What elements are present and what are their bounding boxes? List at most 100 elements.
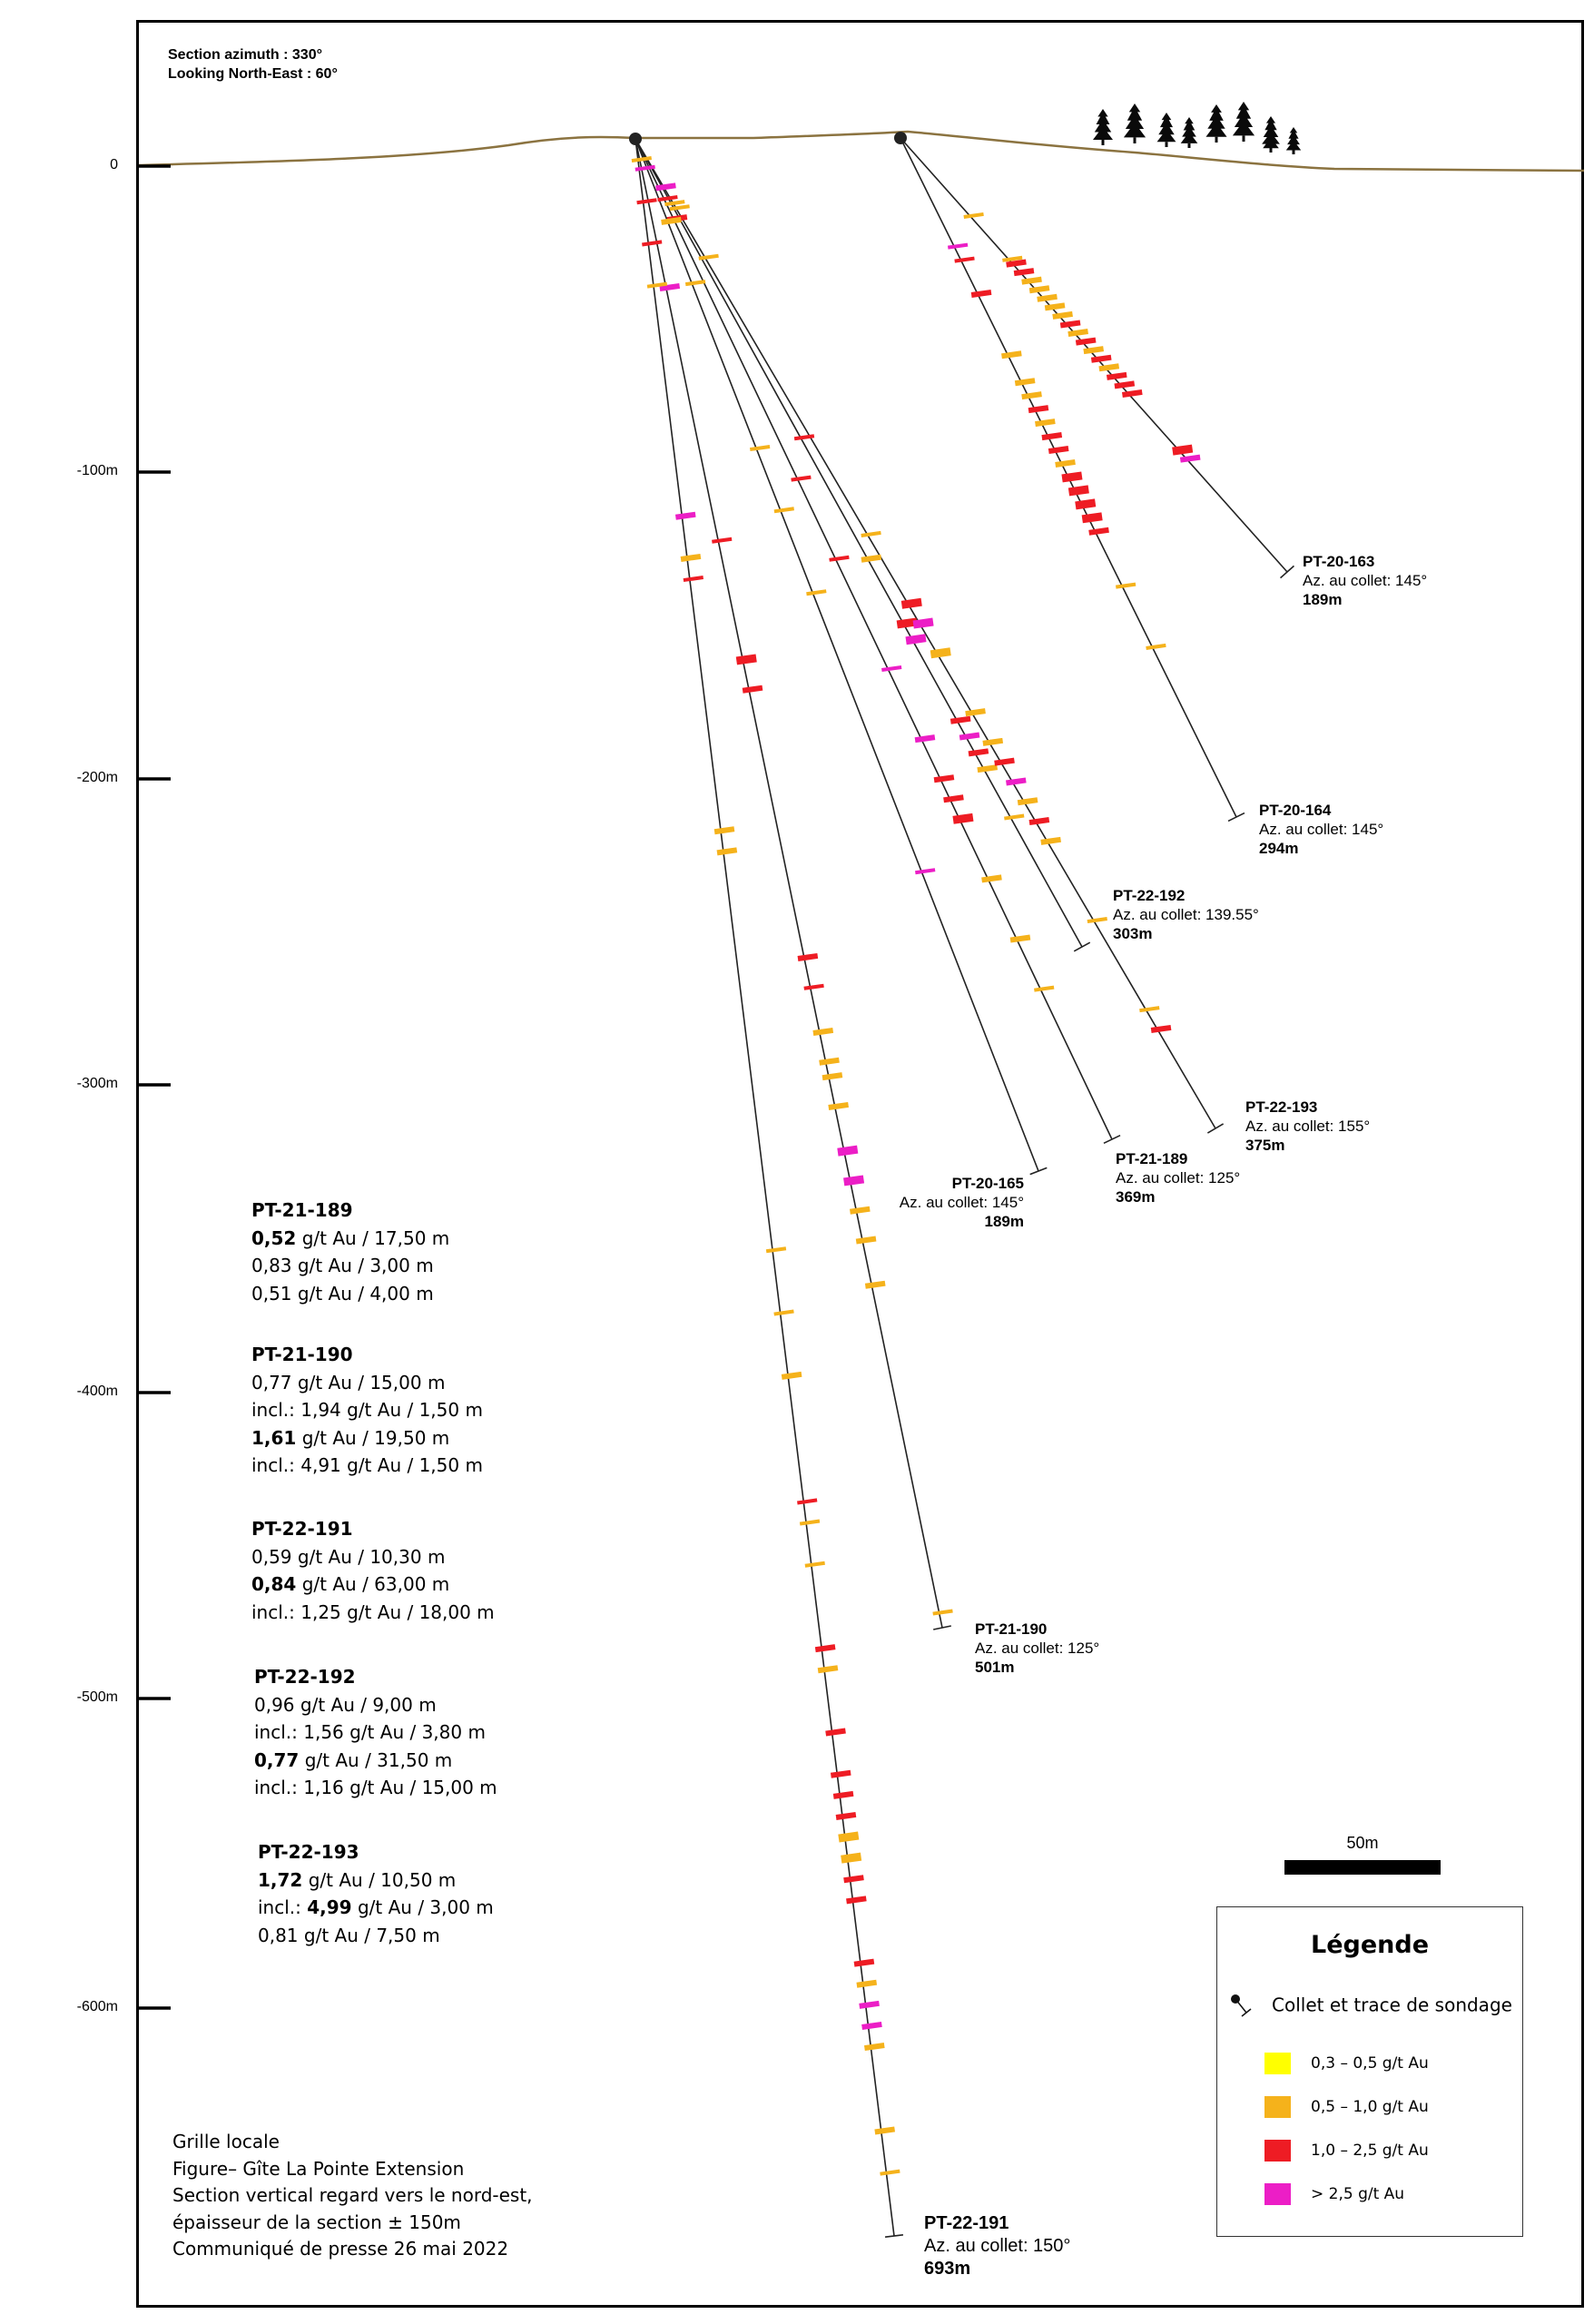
grade-interval-mark: [655, 182, 676, 192]
hole-label-pt-22-193: PT-22-193 Az. au collet: 155° 375m: [1245, 1098, 1371, 1154]
grade-interval-mark: [793, 434, 815, 441]
grade-interval-mark: [674, 511, 696, 520]
grade-interval-mark: [659, 282, 681, 291]
result-line: 0,84 g/t Au / 63,00 m: [251, 1573, 450, 1595]
collar-marker: [629, 133, 642, 145]
swatch-magenta: [1264, 2183, 1291, 2205]
result-line: incl.: 4,91 g/t Au / 1,50 m: [251, 1454, 483, 1476]
grade-interval-mark: [791, 475, 812, 482]
tree-icon: [1093, 109, 1113, 140]
scale-label: 50m: [1346, 1834, 1379, 1852]
hole-end-cap: [1073, 941, 1091, 952]
grade-interval-mark: [781, 1371, 802, 1380]
collar-marker: [894, 132, 907, 144]
grade-interval-mark: [843, 1875, 864, 1884]
grade-interval-mark: [1004, 813, 1025, 821]
legend-item-high: 1,0 – 2,5 g/t Au: [1264, 2140, 1429, 2162]
results-pt-22-193: PT-22-193 1,72 g/t Au / 10,50 m incl.: 4…: [258, 1838, 494, 1949]
grade-interval-mark: [954, 256, 975, 263]
hole-trace-pt-20-165: [635, 138, 1039, 1172]
depth-label: 0: [110, 157, 118, 172]
grade-interval-mark: [982, 737, 1004, 746]
grade-interval-mark: [970, 289, 992, 298]
hole-label-pt-20-165: PT-20-165 Az. au collet: 145° 189m: [899, 1175, 1024, 1230]
grade-interval-mark: [1090, 354, 1112, 363]
hole-trace-pt-22-191: [635, 138, 895, 2237]
hole-trace-pt-21-190: [635, 138, 943, 1629]
topography-line: [138, 130, 1585, 172]
grade-interval-mark: [830, 1769, 851, 1778]
legend-collet-item: Collet et trace de sondage: [1228, 1991, 1512, 2022]
tree-trunk: [1242, 135, 1245, 142]
grade-interval-mark: [1021, 391, 1042, 400]
grade-interval-mark: [861, 554, 882, 563]
grade-interval-mark: [1075, 337, 1097, 346]
result-line: 0,59 g/t Au / 10,30 m: [251, 1545, 446, 1568]
legend-item-low: 0,3 – 0,5 g/t Au: [1264, 2053, 1429, 2074]
result-line: incl.: 1,16 g/t Au / 15,00 m: [254, 1777, 497, 1798]
result-line: 1,72 g/t Au / 10,50 m: [258, 1868, 457, 1891]
grade-interval-mark: [1017, 797, 1038, 806]
tree-trunk: [1101, 140, 1105, 145]
section-azimuth: Section azimuth : 330°: [168, 47, 322, 63]
tree-icon: [1263, 123, 1279, 149]
result-line: 0,77 g/t Au / 31,50 m: [254, 1748, 453, 1771]
hole-trace-pt-20-163: [900, 137, 1288, 573]
grade-interval-mark: [880, 2169, 900, 2176]
hole-trace-pt-21-189: [635, 138, 1113, 1140]
grade-interval-mark: [930, 647, 951, 659]
depth-label: -100m: [76, 463, 118, 478]
drill-holes: [635, 137, 1294, 2239]
hole-label-pt-21-189: PT-21-189 Az. au collet: 125° 369m: [1116, 1150, 1241, 1206]
hole-label-pt-21-190: PT-21-190 Az. au collet: 125° 501m: [975, 1620, 1100, 1676]
hole-end-cap: [1103, 1134, 1121, 1145]
grade-interval-mark: [773, 1309, 794, 1316]
trees-icon: [1093, 102, 1302, 154]
grade-interval-mark: [1083, 346, 1105, 355]
grade-interval-mark: [943, 794, 964, 803]
result-line: 0,96 g/t Au / 9,00 m: [254, 1693, 437, 1716]
grade-interval-mark: [814, 1644, 836, 1653]
grade-interval-mark: [1041, 432, 1063, 441]
collars: [629, 132, 907, 145]
grade-interval-mark: [713, 826, 735, 835]
grade-interval-mark: [1106, 371, 1127, 380]
grade-interval-mark: [861, 2021, 882, 2030]
legend-item-top: > 2,5 g/t Au: [1264, 2183, 1404, 2205]
grade-interval-mark: [846, 1896, 867, 1905]
grade-interval-mark: [1006, 259, 1027, 268]
swatch-yellow: [1264, 2053, 1291, 2074]
grade-interval-mark: [817, 1665, 839, 1674]
hole-label-pt-20-163: PT-20-163 Az. au collet: 145° 189m: [1303, 553, 1428, 608]
tree-trunk: [1292, 150, 1295, 154]
grade-interval-mark: [832, 1790, 854, 1799]
grade-interval-mark: [1179, 454, 1201, 463]
hole-end-cap: [1227, 812, 1245, 822]
grade-interval-mark: [1052, 310, 1073, 320]
grade-interval-mark: [1059, 320, 1081, 329]
grade-interval-mark: [646, 281, 668, 289]
grade-interval-mark: [1013, 268, 1035, 277]
grade-interval-mark: [636, 198, 657, 205]
grade-interval-mark: [959, 732, 980, 741]
results-pt-21-190: PT-21-190 0,77 g/t Au / 15,00 m incl.: 1…: [251, 1341, 483, 1480]
grade-interval-mark: [1075, 498, 1097, 510]
result-line: 0,81 g/t Au / 7,50 m: [258, 1924, 440, 1946]
grade-interval-mark: [1098, 363, 1120, 372]
tree-trunk: [1187, 143, 1191, 148]
grade-interval-mark: [1055, 458, 1076, 468]
grade-interval-mark: [1028, 285, 1050, 294]
depth-label: -400m: [76, 1384, 118, 1399]
grade-interval-mark: [797, 952, 819, 961]
grade-interval-mark: [963, 212, 984, 219]
grade-interval-mark: [912, 617, 934, 629]
collar-trace-icon: [1231, 1994, 1252, 2017]
grade-interval-mark: [933, 774, 955, 783]
tree-trunk: [1269, 148, 1273, 153]
scale-bar-graphic: [1284, 1860, 1441, 1875]
grade-interval-mark: [1035, 419, 1056, 428]
legend-item-mid: 0,5 – 1,0 g/t Au: [1264, 2096, 1429, 2118]
grade-interval-mark: [749, 445, 771, 452]
grade-interval-mark: [735, 654, 757, 665]
